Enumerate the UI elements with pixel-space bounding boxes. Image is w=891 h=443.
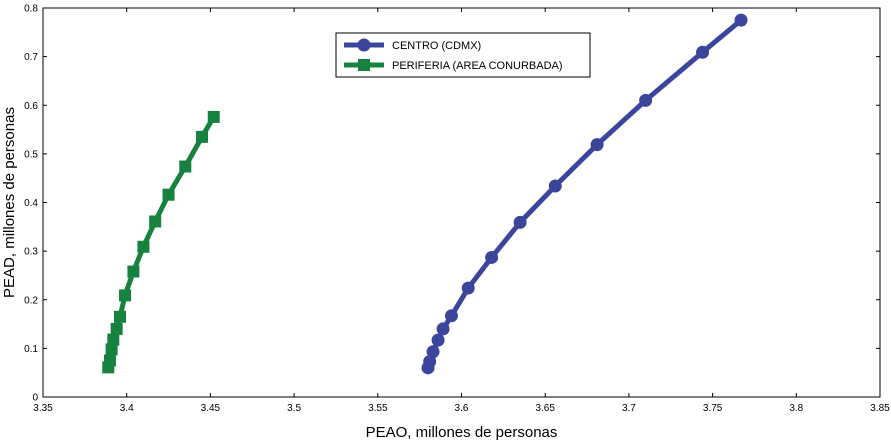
x-tick-label: 3.55 (368, 403, 388, 414)
data-point (548, 179, 562, 193)
series-1 (421, 13, 748, 375)
y-tick-label: 0.6 (24, 101, 38, 112)
legend-label: PERIFERIA (AREA CONURBADA) (392, 60, 563, 72)
data-point (207, 110, 220, 123)
x-tick-label: 3.5 (287, 403, 301, 414)
legend-item: PERIFERIA (AREA CONURBADA) (344, 59, 563, 72)
y-tick-label: 0.3 (24, 247, 38, 258)
data-point (107, 333, 120, 346)
y-tick-label: 0.7 (24, 52, 38, 63)
data-point (513, 215, 527, 229)
legend: CENTRO (CDMX) PERIFERIA (AREA CONURBADA) (335, 32, 591, 78)
x-tick-label: 3.6 (455, 403, 469, 414)
series-line (105, 114, 217, 370)
data-point (436, 322, 450, 336)
legend-marker (358, 59, 370, 71)
data-point (696, 45, 710, 59)
y-tick-label: 0.2 (24, 295, 38, 306)
data-point (119, 289, 132, 302)
data-point (485, 250, 499, 264)
x-tick-label: 3.75 (703, 403, 723, 414)
data-point (103, 354, 116, 367)
series-layer (102, 13, 748, 375)
y-tick-label: 0.4 (24, 198, 38, 209)
y-tick-label: 0 (32, 393, 38, 404)
data-point (105, 343, 118, 356)
x-tick-label: 3.85 (870, 403, 890, 414)
data-point (127, 265, 140, 278)
x-axis-title: PEAO, millones de personas (366, 424, 558, 441)
data-point (114, 310, 127, 323)
legend-box (335, 32, 591, 78)
y-axis-title: PEAD, millones de personas (1, 107, 18, 298)
axis-ticks: 3.35 3.4 3.45 3.5 3.55 3.6 3.65 3.7 3.75 3.8 3.85 0… (24, 4, 890, 415)
x-tick-label: 3.7 (622, 403, 636, 414)
data-point (426, 345, 440, 359)
x-tick-label: 3.4 (120, 403, 134, 414)
data-point (444, 309, 458, 323)
data-point (461, 281, 475, 295)
data-point (734, 13, 748, 27)
y-tick-label: 0.1 (24, 344, 38, 355)
legend-marker (357, 38, 371, 52)
data-point (179, 160, 192, 173)
x-tick-label: 3.45 (201, 403, 221, 414)
data-point (149, 215, 162, 228)
y-tick-label: 0.8 (24, 4, 38, 15)
data-point (162, 188, 175, 201)
data-point (431, 333, 445, 347)
legend-label: CENTRO (CDMX) (392, 40, 481, 52)
data-point (639, 93, 653, 107)
data-point (110, 322, 123, 335)
data-point (196, 130, 209, 143)
x-tick-label: 3.8 (789, 403, 803, 414)
x-tick-label: 3.35 (33, 403, 53, 414)
x-tick-label: 3.65 (535, 403, 555, 414)
legend-item: CENTRO (CDMX) (344, 38, 481, 52)
series-2 (102, 110, 220, 374)
data-point (137, 240, 150, 253)
data-point (590, 138, 604, 152)
y-tick-label: 0.5 (24, 149, 38, 160)
